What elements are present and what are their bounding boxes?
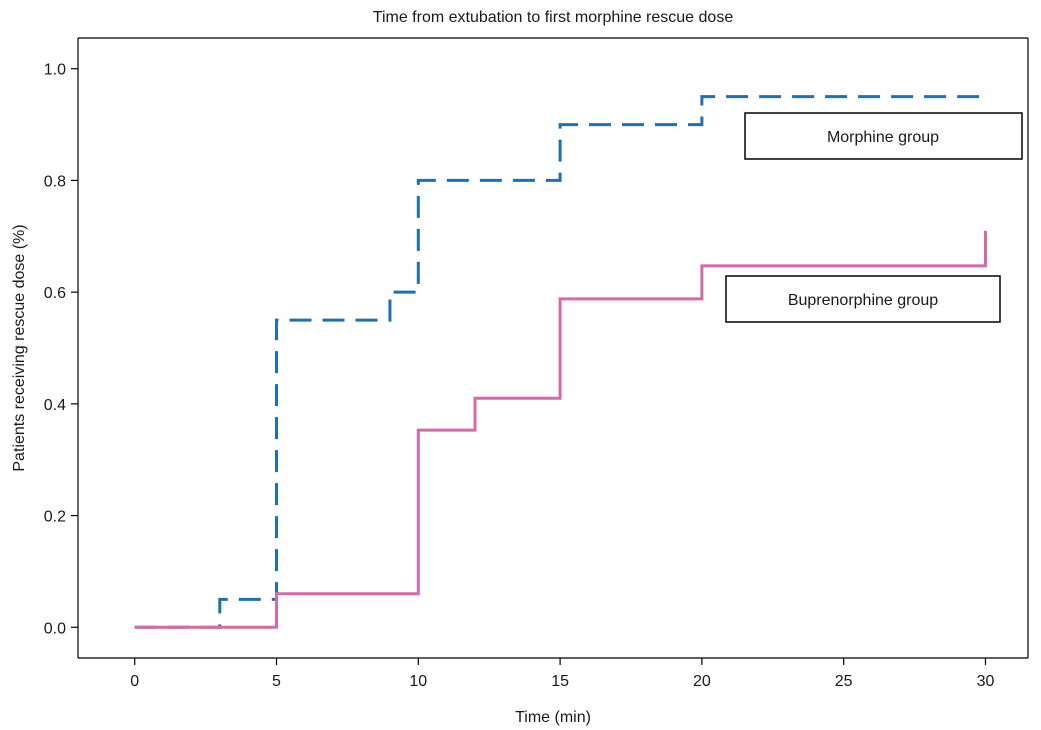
x-axis-ticks: 0 5 10 15 20 25 30 (130, 658, 994, 690)
x-axis-title: Time (min) (515, 709, 591, 726)
series-layer (134, 95, 987, 629)
y-tick-label: 1.0 (44, 62, 66, 79)
x-tick-label: 10 (409, 673, 427, 690)
legend-morphine-box (744, 112, 1023, 160)
series-morphine-line (134, 95, 986, 629)
legend-morphine: Morphine group (744, 112, 1023, 160)
x-tick-label: 15 (551, 673, 569, 690)
x-tick-label: 25 (835, 673, 853, 690)
legend-buprenorphine-box (725, 275, 1001, 323)
y-tick-label: 0.2 (44, 509, 66, 526)
y-tick-label: 0.4 (44, 397, 66, 414)
x-tick-label: 20 (693, 673, 711, 690)
legend-buprenorphine-label: Buprenorphine group (788, 292, 938, 309)
y-tick-label: 0.0 (44, 620, 66, 637)
legend-morphine-label: Morphine group (827, 129, 939, 146)
x-tick-label: 5 (272, 673, 281, 690)
chart-title: Time from extubation to first morphine r… (373, 9, 734, 26)
plot-frame (77, 37, 1029, 659)
y-tick-label: 0.6 (44, 285, 66, 302)
y-axis-ticks: 0.0 0.2 0.4 0.6 0.8 1.0 (44, 62, 78, 637)
y-axis-title: Patients receiving rescue dose (%) (11, 224, 28, 471)
y-tick-label: 0.8 (44, 173, 66, 190)
x-tick-label: 0 (130, 673, 139, 690)
x-tick-label: 30 (977, 673, 995, 690)
series-buprenorphine-line (134, 230, 987, 629)
legend-buprenorphine: Buprenorphine group (725, 275, 1001, 323)
